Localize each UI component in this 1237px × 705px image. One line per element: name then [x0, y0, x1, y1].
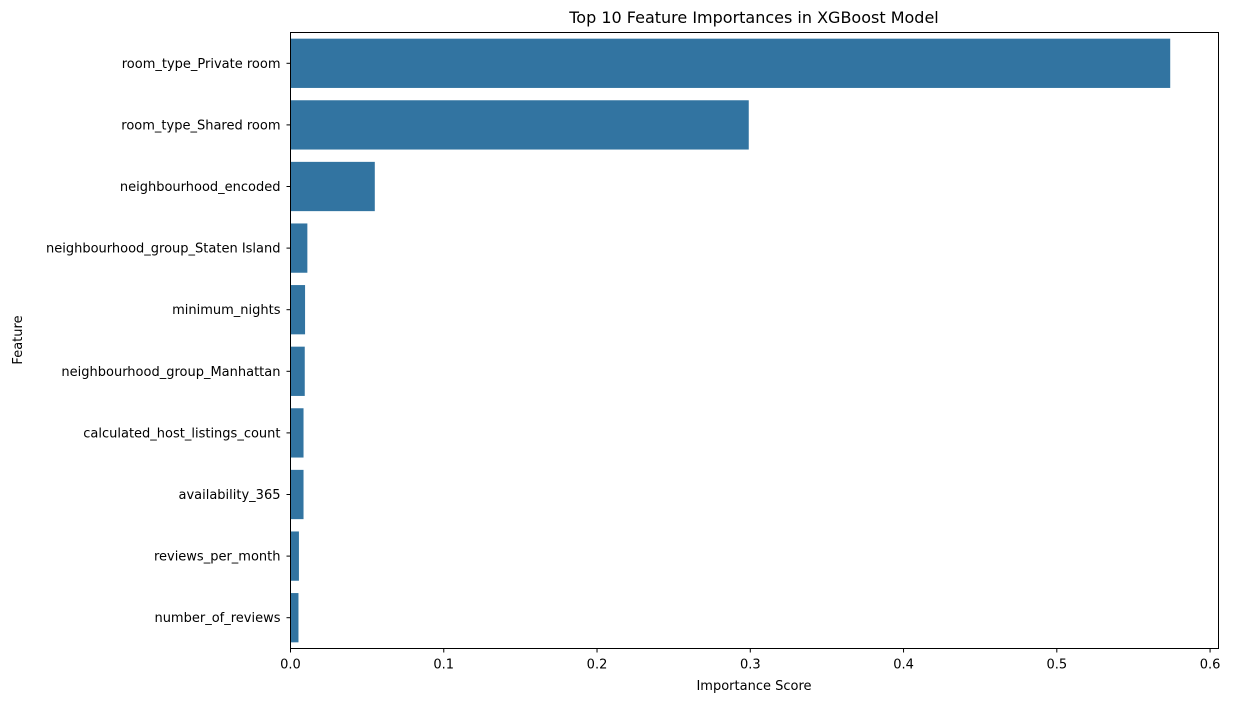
x-tick-label: 0.2: [587, 658, 608, 673]
x-tick-label: 0.0: [280, 658, 301, 673]
y-tick-label: room_type_Shared room: [121, 118, 280, 133]
bar: [290, 346, 305, 396]
x-tick-label: 0.6: [1200, 658, 1221, 673]
bar: [290, 223, 308, 273]
y-tick-label: room_type_Private room: [122, 57, 281, 72]
y-tick-label: calculated_host_listings_count: [83, 426, 280, 441]
bar: [290, 100, 749, 150]
bar: [290, 285, 306, 335]
y-tick-label: neighbourhood_group_Manhattan: [61, 365, 280, 380]
bar: [290, 161, 375, 212]
x-ticks-group: 0.0 0.1 0.2 0.3 0.4 0.5 0.6: [280, 648, 1221, 673]
x-tick-label: 0.1: [433, 658, 454, 673]
x-tick-label: 0.5: [1046, 658, 1067, 673]
chart-title: Top 10 Feature Importances in XGBoost Mo…: [568, 8, 939, 27]
x-tick-label: 0.4: [893, 658, 914, 673]
y-axis-label: Feature: [11, 315, 26, 364]
bar: [290, 469, 304, 520]
bars-group: [290, 38, 1171, 643]
bar: [290, 38, 1171, 88]
bar: [290, 593, 299, 643]
y-tick-label: number_of_reviews: [154, 611, 280, 626]
bar: [290, 408, 304, 458]
x-axis-label: Importance Score: [696, 679, 811, 694]
y-tick-label: neighbourhood_encoded: [120, 180, 281, 195]
bar: [290, 531, 299, 581]
y-tick-label: minimum_nights: [172, 303, 281, 318]
plot-area-frame: [290, 32, 1219, 649]
y-tick-label: reviews_per_month: [154, 550, 281, 565]
x-tick-label: 0.3: [740, 658, 761, 673]
y-tick-label: neighbourhood_group_Staten Island: [46, 242, 281, 257]
y-ticks-group: room_type_Private room room_type_Shared r…: [46, 57, 291, 626]
y-tick-label: availability_365: [178, 488, 280, 503]
